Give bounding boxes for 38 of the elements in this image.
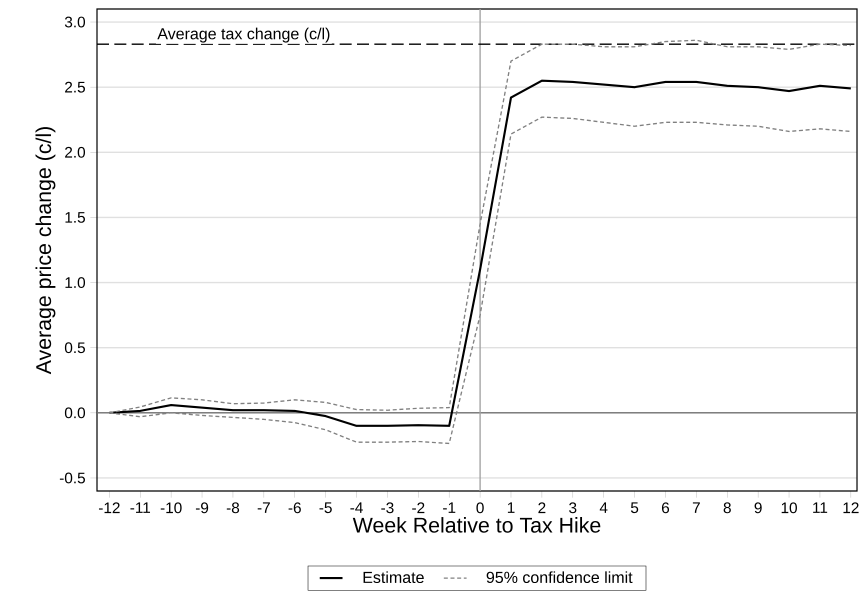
y-tick-label: 1.0 [65, 277, 86, 288]
x-tick-label: -6 [288, 502, 301, 514]
x-tick-label: 0 [476, 502, 484, 514]
y-tick-label: 2.5 [65, 82, 85, 93]
x-tick-label: -8 [226, 502, 240, 514]
x-axis-title: Week Relative to Tax Hike [352, 517, 600, 533]
x-tick-label: 12 [843, 502, 859, 514]
y-tick-label: 0.5 [64, 342, 85, 354]
x-tick-label: -7 [258, 502, 270, 513]
x-tick-label: 7 [692, 502, 700, 513]
legend-label: Estimate [364, 571, 424, 584]
x-tick-label: 11 [813, 502, 828, 513]
y-tick-label: 2.0 [65, 146, 86, 158]
x-tick-label: -12 [98, 502, 120, 514]
x-tick-label: 8 [724, 502, 731, 514]
x-tick-label: -11 [130, 502, 150, 513]
y-axis-title: Average price change (c/l) [36, 127, 56, 374]
x-tick-label: 6 [662, 502, 670, 514]
x-tick-label: -9 [196, 502, 208, 514]
x-tick-label: 1 [508, 502, 515, 513]
x-tick-label: -10 [160, 502, 182, 514]
y-tick-label: 3.0 [64, 16, 86, 28]
x-tick-label: 9 [754, 502, 762, 514]
x-tick-label: 3 [569, 502, 576, 514]
x-tick-label: 4 [600, 502, 608, 513]
y-tick-label: 1.5 [65, 212, 85, 223]
legend-label: 95% confidence limit [486, 571, 633, 584]
ref-line-label: Average tax change (c/l) [157, 28, 330, 43]
x-tick-label: 5 [630, 502, 638, 514]
x-tick-label: -4 [350, 502, 363, 513]
y-tick-label: -0.5 [60, 472, 85, 484]
y-tick-label: 0.0 [64, 407, 86, 418]
x-tick-label: -2 [412, 502, 424, 514]
x-tick-label: -3 [381, 502, 394, 514]
x-tick-label: 10 [782, 502, 797, 514]
x-tick-label: -5 [319, 502, 332, 514]
x-tick-label: 2 [538, 502, 546, 514]
x-tick-label: -1 [443, 502, 456, 513]
